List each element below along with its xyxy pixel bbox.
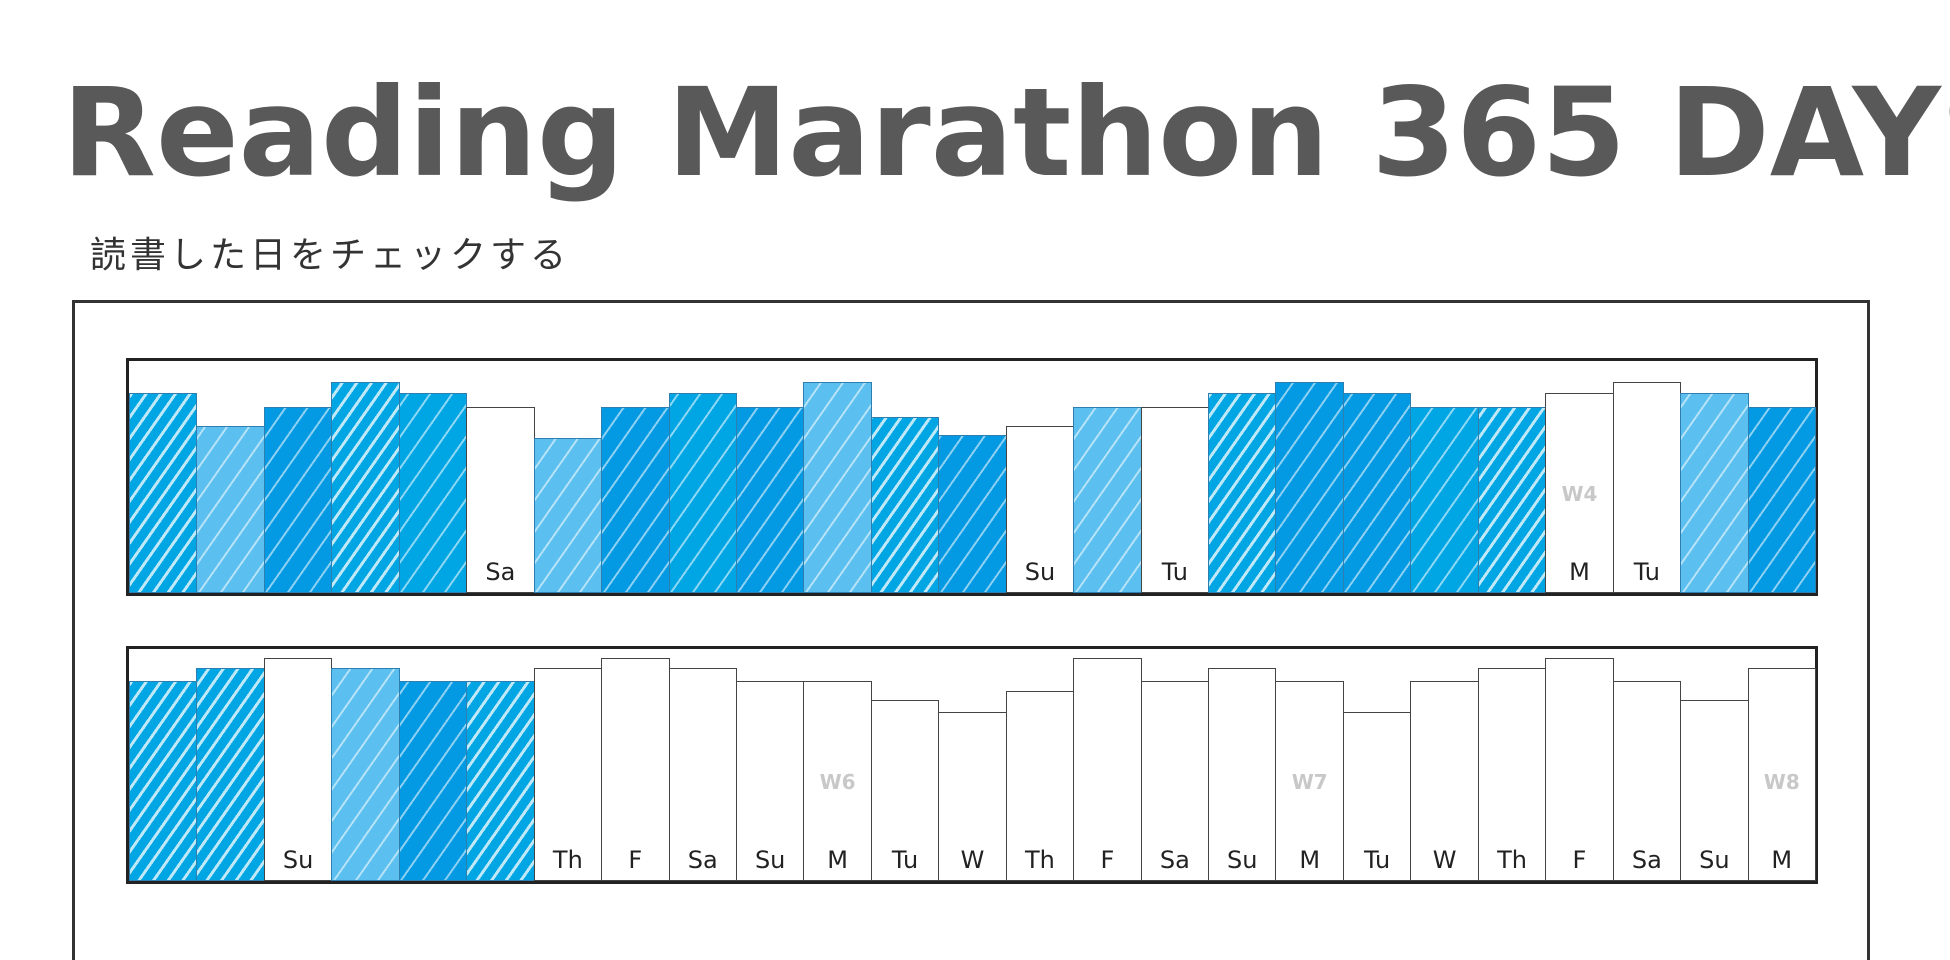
day-cell[interactable] xyxy=(1410,407,1479,593)
day-cell[interactable] xyxy=(870,417,940,593)
day-label: Th xyxy=(552,846,583,874)
day-cell[interactable] xyxy=(1073,407,1142,593)
day-cell[interactable]: F xyxy=(601,658,670,881)
day-cell[interactable] xyxy=(331,668,400,881)
day-cell[interactable]: W7 M xyxy=(1275,681,1344,881)
day-cell[interactable] xyxy=(533,438,603,593)
day-cell[interactable]: Sa xyxy=(466,407,535,593)
day-cell[interactable] xyxy=(398,681,468,881)
day-cell[interactable] xyxy=(1680,393,1749,593)
day-label: Su xyxy=(1227,846,1258,874)
day-label: Su xyxy=(1024,558,1056,586)
week-label: W6 xyxy=(819,770,856,794)
day-label: M xyxy=(1299,846,1321,874)
day-label: Th xyxy=(1025,846,1055,874)
day-cell[interactable]: W xyxy=(938,712,1007,881)
day-label: Sa xyxy=(1159,846,1190,874)
day-cell[interactable]: W xyxy=(1410,681,1479,881)
day-cell[interactable]: W6 M xyxy=(803,681,872,881)
day-label: Su xyxy=(1699,846,1730,874)
day-cell[interactable]: Tu xyxy=(1342,712,1412,881)
week-label: W8 xyxy=(1763,770,1800,794)
day-label: F xyxy=(1100,846,1115,874)
day-label: M xyxy=(827,846,848,874)
day-cell[interactable] xyxy=(1275,382,1344,593)
day-label: Sa xyxy=(687,846,718,874)
day-cell[interactable] xyxy=(196,426,265,593)
day-cell[interactable] xyxy=(466,681,535,881)
day-label: F xyxy=(1572,846,1587,874)
day-cell[interactable] xyxy=(129,681,198,881)
day-cell[interactable]: Tu xyxy=(1612,382,1682,593)
page-subtitle: 読書した日をチェックする xyxy=(90,235,571,276)
day-cell[interactable]: Su xyxy=(1680,700,1749,881)
day-cell[interactable] xyxy=(331,382,400,593)
day-label: W xyxy=(1432,846,1457,874)
day-cell[interactable]: Sa xyxy=(1140,681,1210,881)
day-label: Tu xyxy=(891,846,919,874)
day-cell[interactable]: Th xyxy=(1477,668,1547,881)
day-label: Tu xyxy=(1364,846,1391,874)
day-cell[interactable]: Su xyxy=(263,658,333,881)
day-label: M xyxy=(1569,558,1590,586)
day-cell[interactable]: Tu xyxy=(870,700,940,881)
day-cell[interactable]: Sa xyxy=(668,668,737,881)
day-cell[interactable]: Su xyxy=(1005,426,1075,593)
day-cell[interactable]: W8 M xyxy=(1747,668,1816,881)
day-label: W xyxy=(960,846,985,874)
tracker-row-2: Su Th F Sa Su W6 M Tu W Th F Sa Su W7 M Tu W Th F Sa Su W8 M xyxy=(126,646,1818,884)
day-cell[interactable] xyxy=(735,407,805,593)
day-cell[interactable] xyxy=(668,393,737,593)
day-cell[interactable]: Su xyxy=(735,681,805,881)
day-cell[interactable] xyxy=(1477,407,1547,593)
day-label: Tu xyxy=(1633,558,1660,586)
day-label: Th xyxy=(1497,846,1527,874)
week-label: W4 xyxy=(1561,482,1598,506)
day-cell[interactable]: F xyxy=(1545,658,1614,881)
day-label: Su xyxy=(282,846,314,874)
day-cell[interactable] xyxy=(1342,393,1412,593)
day-cell[interactable] xyxy=(938,435,1007,593)
tracker-row-1: Sa Su Tu W4 M Tu xyxy=(126,358,1818,596)
day-cell[interactable] xyxy=(129,393,198,593)
day-cell[interactable] xyxy=(1208,393,1277,593)
page-title: Reading Marathon 365 DAYS xyxy=(62,62,1950,204)
day-cell[interactable]: Th xyxy=(1005,691,1075,881)
week-label: W7 xyxy=(1291,770,1328,794)
day-label: Su xyxy=(754,846,786,874)
tracker-board xyxy=(72,300,1870,960)
day-cell[interactable] xyxy=(803,382,872,593)
day-cell[interactable]: Sa xyxy=(1612,681,1682,881)
day-cell[interactable] xyxy=(1747,407,1816,593)
day-label: M xyxy=(1771,846,1793,874)
day-cell[interactable]: Su xyxy=(1208,668,1277,881)
day-cell[interactable] xyxy=(196,668,265,881)
day-label: Tu xyxy=(1161,558,1188,586)
day-cell[interactable] xyxy=(398,393,468,593)
day-cell[interactable] xyxy=(263,407,333,593)
day-label: Sa xyxy=(485,558,516,586)
day-cell[interactable]: F xyxy=(1073,658,1142,881)
day-cell[interactable]: Tu xyxy=(1140,407,1210,593)
day-label: Sa xyxy=(1631,846,1662,874)
day-cell[interactable]: Th xyxy=(533,668,603,881)
day-cell[interactable] xyxy=(601,407,670,593)
day-label: F xyxy=(628,846,643,874)
day-cell[interactable]: W4 M xyxy=(1545,393,1614,593)
